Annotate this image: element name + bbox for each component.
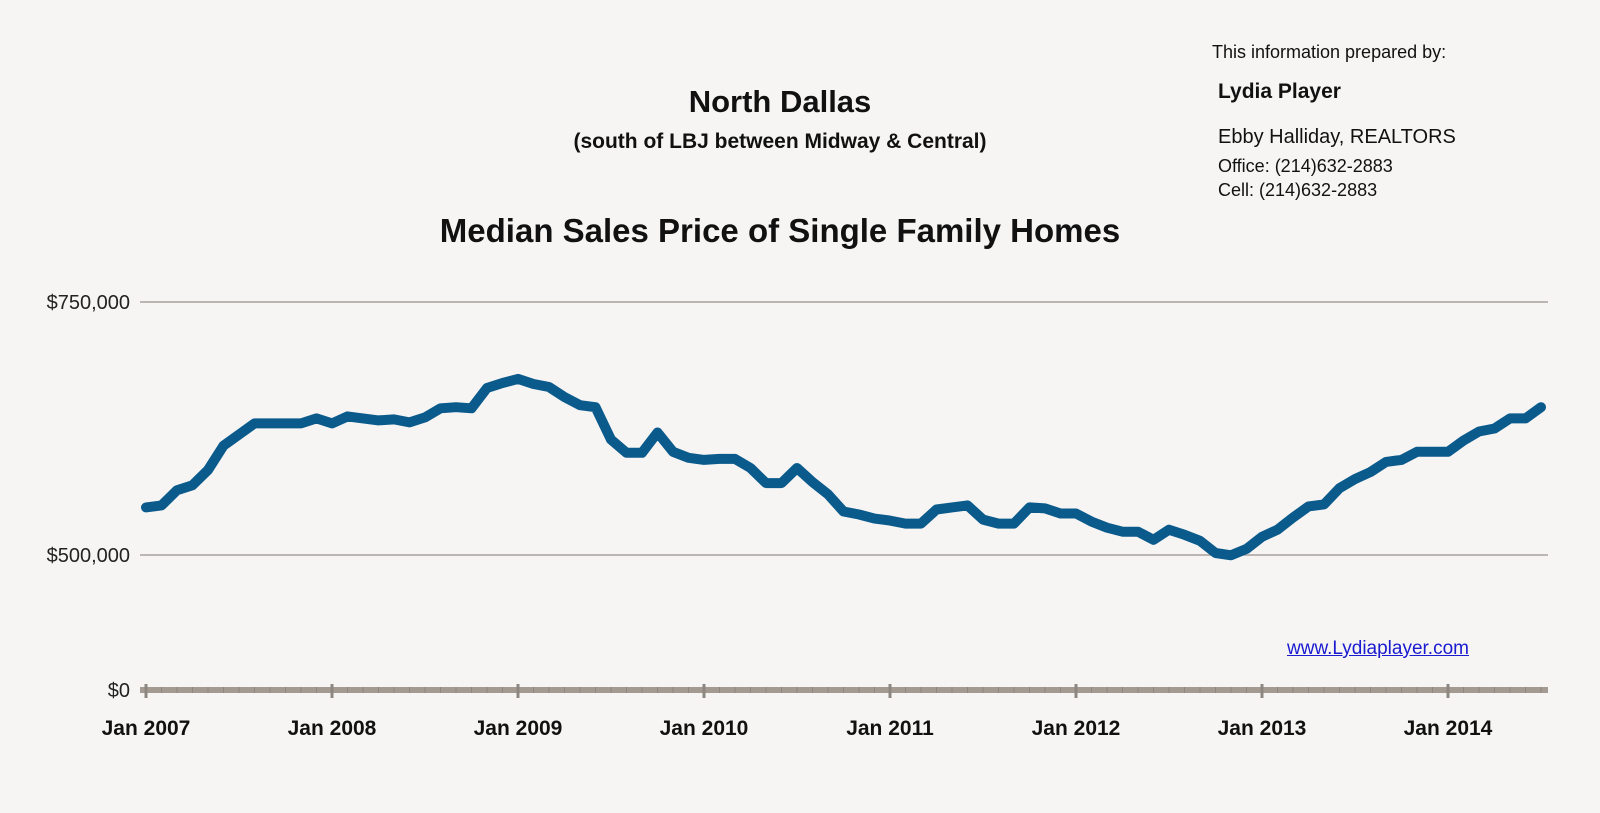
cell-phone: Cell: (214)632-2883 bbox=[1218, 180, 1378, 200]
x-tick-label: Jan 2013 bbox=[1218, 717, 1307, 740]
median-price-line bbox=[141, 373, 1546, 561]
company-name: Ebby Halliday, REALTORS bbox=[1218, 126, 1456, 148]
region-subtitle: (south of LBJ between Midway & Central) bbox=[573, 130, 987, 153]
region-title: North Dallas bbox=[688, 84, 872, 119]
agent-name: Lydia Player bbox=[1218, 80, 1341, 103]
prepared-by-label: This information prepared by: bbox=[1212, 42, 1447, 62]
x-tick-label: Jan 2014 bbox=[1404, 717, 1493, 740]
x-tick-label: Jan 2007 bbox=[102, 717, 191, 740]
x-tick-label: Jan 2008 bbox=[288, 717, 377, 740]
office-phone: Office: (214)632-2883 bbox=[1218, 156, 1393, 176]
x-tick-label: Jan 2011 bbox=[846, 717, 934, 740]
x-tick-label: Jan 2010 bbox=[660, 717, 749, 740]
y-tick-label: $0 bbox=[108, 680, 130, 702]
chart-title: Median Sales Price of Single Family Home… bbox=[439, 212, 1121, 249]
x-tick-label: Jan 2009 bbox=[474, 717, 563, 740]
x-tick-label: Jan 2012 bbox=[1032, 717, 1121, 740]
y-tick-label: $500,000 bbox=[47, 545, 130, 567]
website-link[interactable]: www.Lydiaplayer.com bbox=[1287, 638, 1469, 659]
y-tick-label: $750,000 bbox=[47, 292, 130, 314]
